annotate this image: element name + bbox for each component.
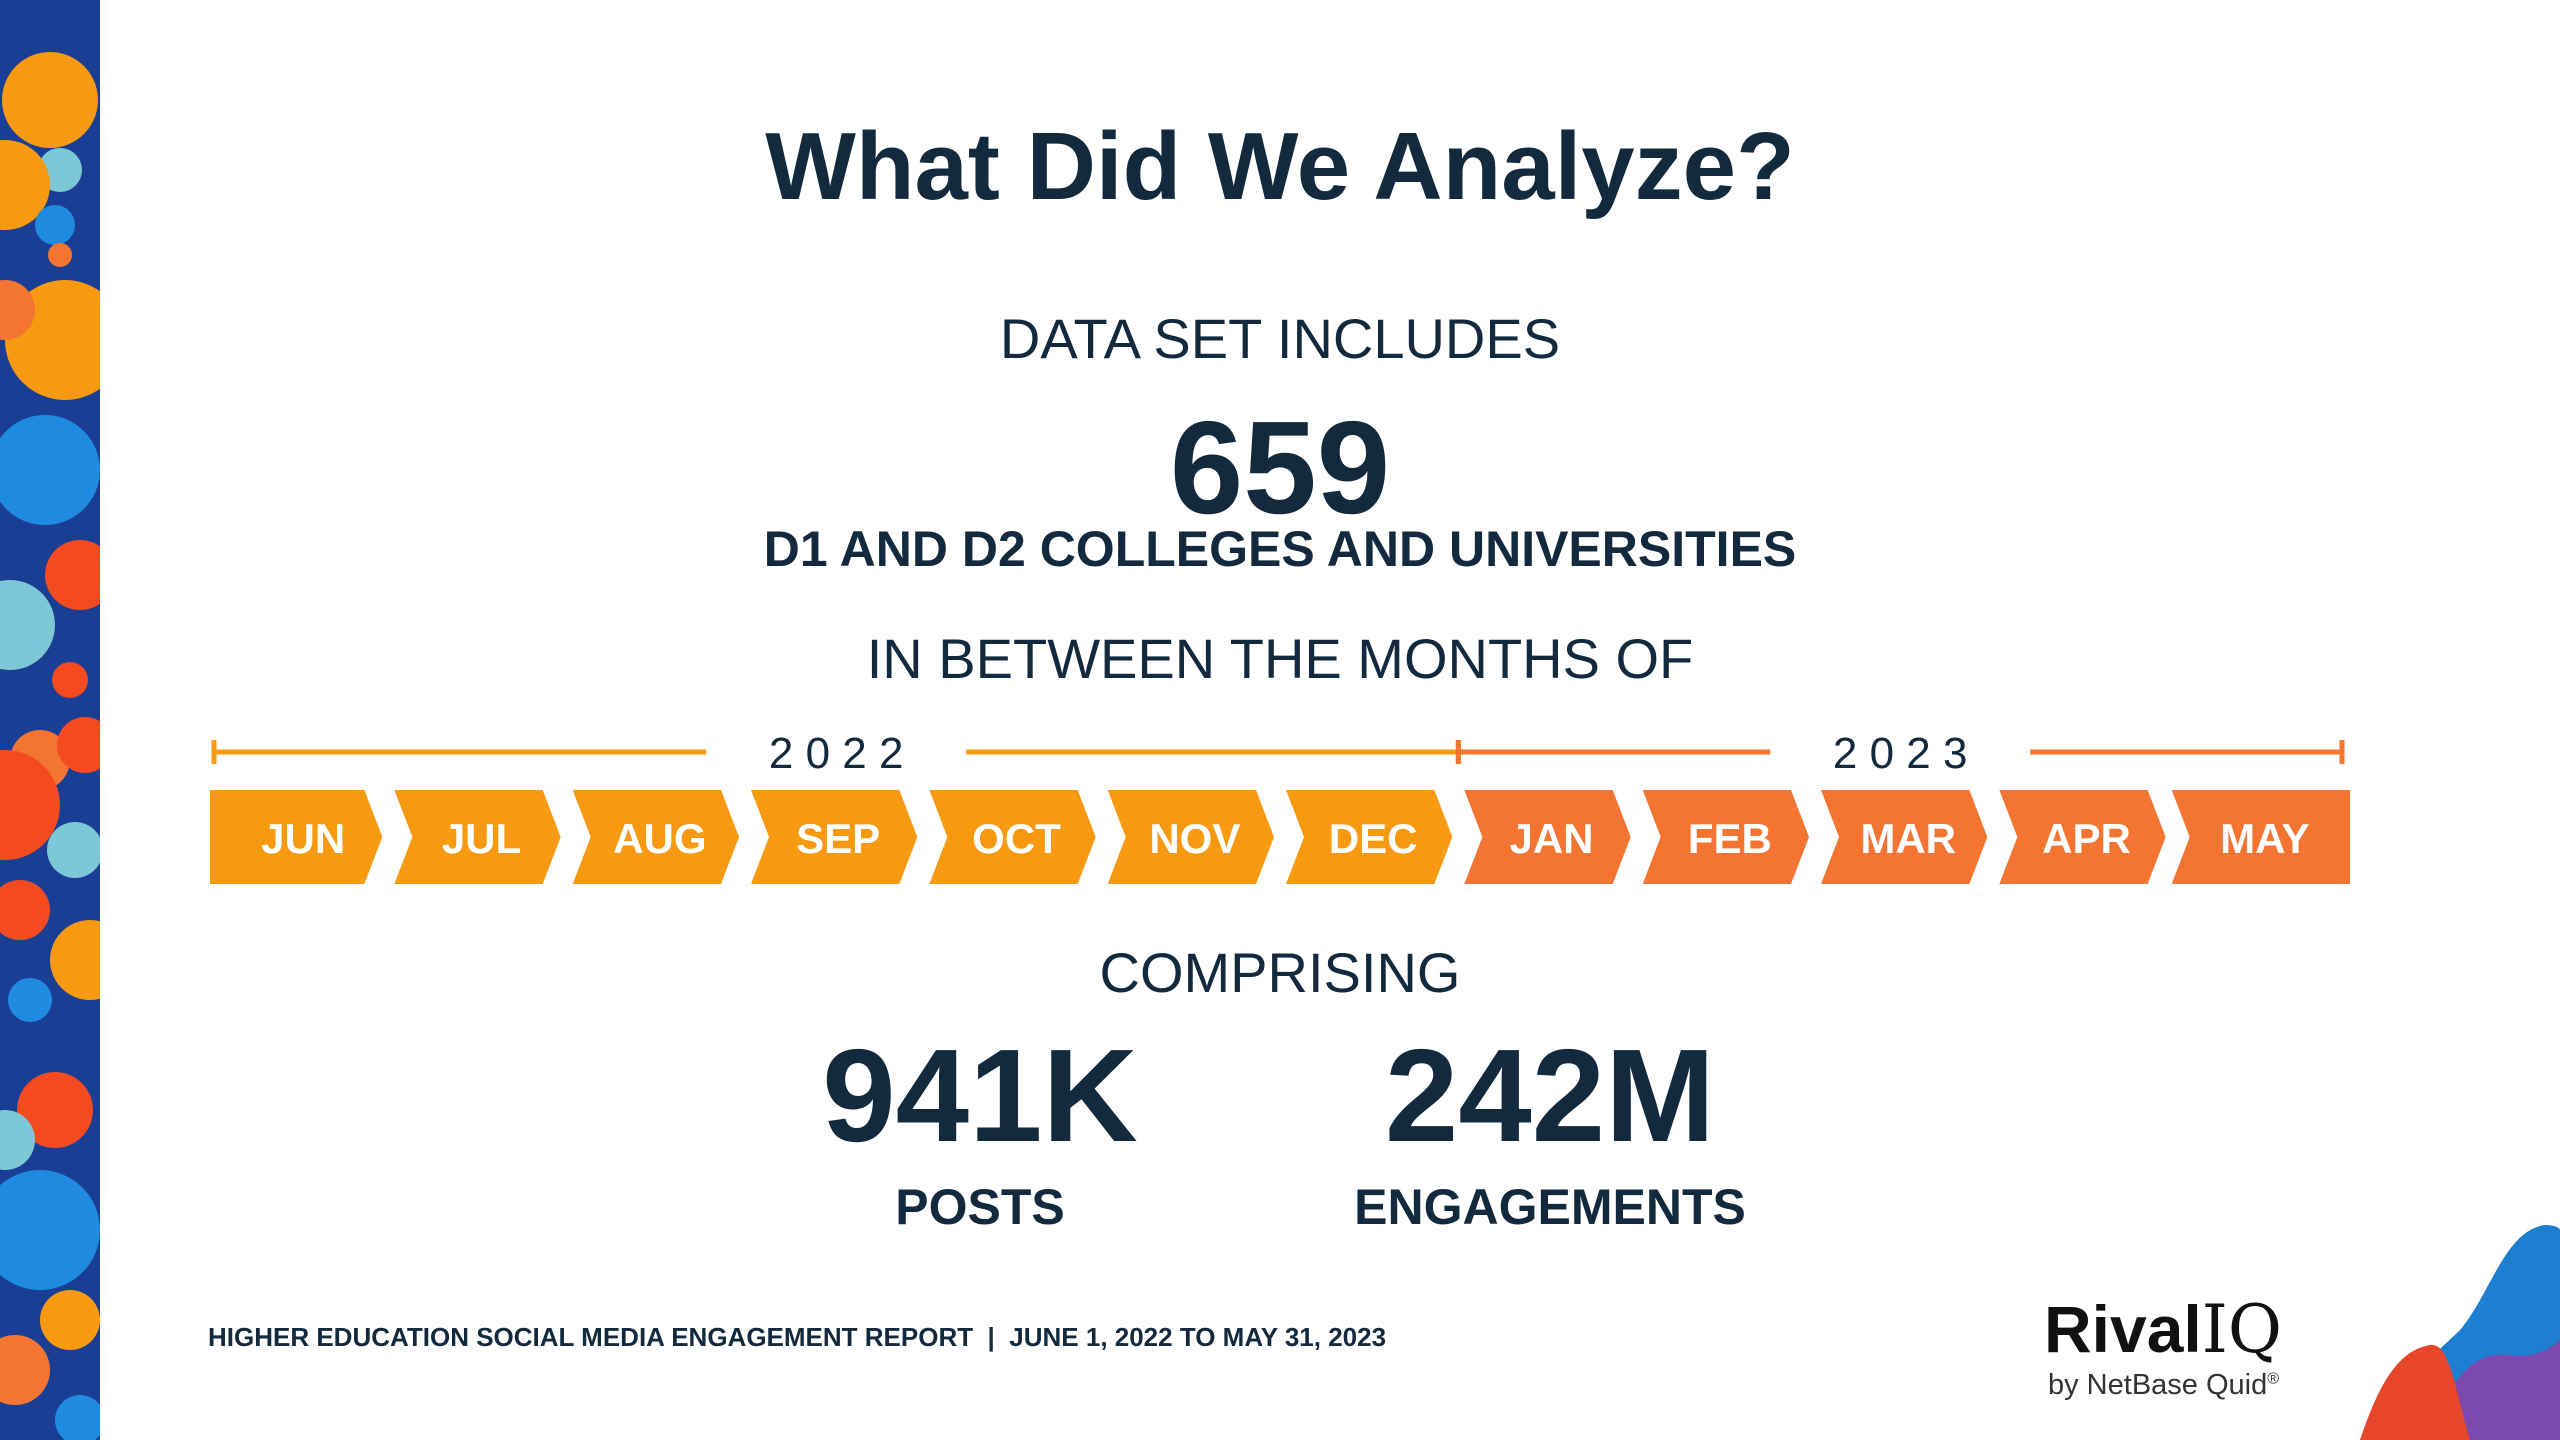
month-chevron-may: [2171, 790, 2350, 884]
year-bracket-0: 2 0 2 2: [211, 729, 1461, 778]
month-label-apr: APR: [2042, 815, 2131, 862]
rival-iq-logo: RivalIQ by NetBase Quid®: [2044, 1296, 2344, 1402]
logo-brand-suffix: IQ: [2201, 1291, 2282, 1368]
months-label: IN BETWEEN THE MONTHS OF: [866, 627, 1694, 690]
year-bracket-1: 2 0 2 3: [1455, 729, 2345, 778]
month-chevron-jun: [210, 790, 383, 884]
page-title: What Did We Analyze?: [765, 113, 1795, 220]
data-set-label: DATA SET INCLUDES: [999, 307, 1561, 370]
report-footer: HIGHER EDUCATION SOCIAL MEDIA ENGAGEMENT…: [208, 1322, 1387, 1352]
month-chevron-sep: [751, 790, 918, 884]
month-label-sep: SEP: [796, 815, 880, 862]
month-chevron-aug: [572, 790, 739, 884]
month-chevron-dec: [1286, 790, 1453, 884]
posts-value: 941K: [822, 1022, 1138, 1169]
month-chevron-feb: [1642, 790, 1809, 884]
wave-shape-decoration: [2360, 1225, 2560, 1440]
logo-registered-mark: ®: [2267, 1370, 2280, 1388]
engagements-label: ENGAGEMENTS: [1354, 1179, 1746, 1235]
month-chevron-jan: [1464, 790, 1631, 884]
logo-wordmark: RivalIQ: [2044, 1296, 2344, 1363]
month-chevron-nov: [1107, 790, 1274, 884]
logo-brand: Rival: [2044, 1292, 2202, 1366]
college-count-value: 659: [1169, 394, 1391, 541]
month-label-aug: AUG: [613, 815, 706, 862]
month-label-jan: JAN: [1509, 815, 1593, 862]
year-label-0: 2 0 2 2: [769, 729, 904, 778]
month-chevron-apr: [1999, 790, 2166, 884]
month-label-may: MAY: [2220, 815, 2309, 862]
month-label-nov: NOV: [1149, 815, 1240, 862]
month-label-mar: MAR: [1860, 815, 1956, 862]
logo-tagline: by NetBase Quid®: [2048, 1369, 2344, 1402]
month-label-oct: OCT: [972, 815, 1061, 862]
engagements-value: 242M: [1384, 1022, 1716, 1169]
college-count-subtitle: D1 AND D2 COLLEGES AND UNIVERSITIES: [763, 521, 1797, 577]
month-label-jun: JUN: [261, 815, 345, 862]
year-label-1: 2 0 2 3: [1833, 729, 1968, 778]
month-label-feb: FEB: [1688, 815, 1772, 862]
month-label-jul: JUL: [442, 815, 521, 862]
month-chevron-oct: [929, 790, 1096, 884]
engagements-stat: 242M ENGAGEMENTS: [1290, 1030, 1810, 1236]
month-label-dec: DEC: [1329, 815, 1418, 862]
month-chevron-jul: [394, 790, 561, 884]
posts-label: POSTS: [895, 1179, 1065, 1235]
comprising-label: COMPRISING: [1099, 941, 1461, 1004]
logo-tagline-text: by NetBase Quid: [2048, 1369, 2268, 1401]
month-chevron-mar: [1821, 790, 1988, 884]
posts-stat: 941K POSTS: [780, 1030, 1180, 1236]
confetti-dots-decoration: [0, 0, 100, 1440]
